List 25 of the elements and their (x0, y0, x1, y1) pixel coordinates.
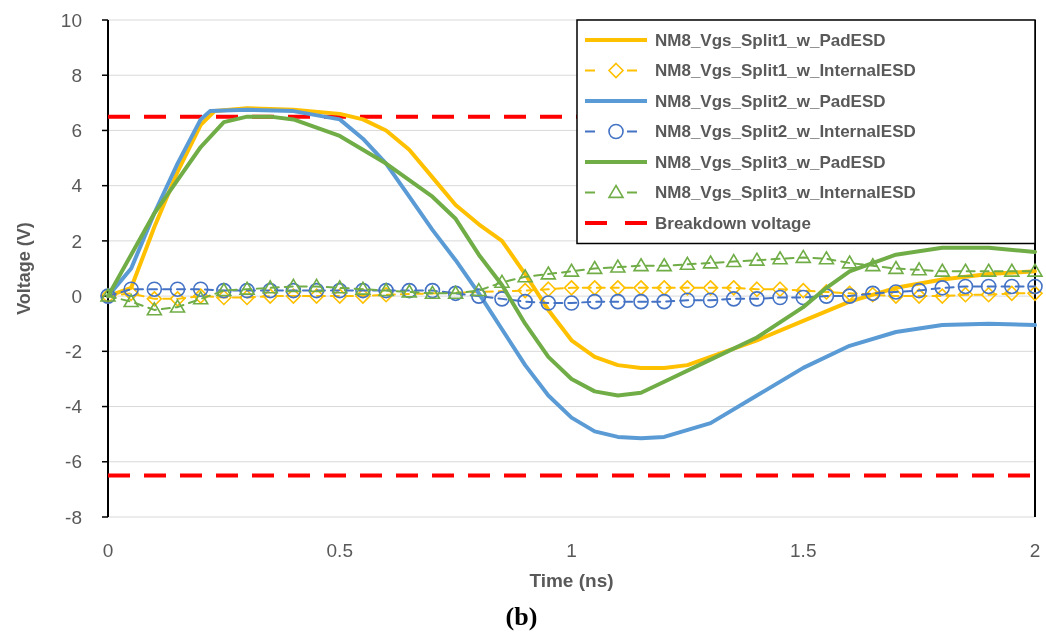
legend-label: NM8_Vgs_Split3_w_PadESD (655, 152, 886, 172)
y-tick-label: -4 (65, 396, 83, 418)
y-axis-title: Voltage (V) (14, 222, 34, 315)
x-tick-label: 1 (566, 540, 577, 561)
legend-label: NM8_Vgs_Split2_w_InternalESD (655, 122, 916, 142)
legend-label: NM8_Vgs_Split3_w_InternalESD (655, 183, 916, 203)
legend-label: NM8_Vgs_Split2_w_PadESD (655, 91, 886, 111)
y-tick-label: -6 (65, 451, 82, 473)
legend-label: NM8_Vgs_Split1_w_InternalESD (655, 61, 916, 81)
text: (b) (505, 602, 538, 631)
x-tick-label: 1.5 (790, 540, 817, 561)
y-tick-label: 4 (71, 175, 83, 197)
legend-label: NM8_Vgs_Split1_w_PadESD (655, 30, 886, 50)
x-tick-label: 0.5 (326, 540, 353, 561)
y-tick-label: 8 (71, 64, 82, 86)
x-tick-label: 2 (1029, 540, 1041, 561)
legend-label: Breakdown voltage (655, 213, 811, 233)
y-tick-label: 2 (71, 230, 82, 252)
y-tick-label: -8 (65, 506, 82, 528)
x-tick-label: 0 (102, 540, 114, 561)
y-tick-label: -2 (65, 340, 82, 362)
y-tick-label: 6 (71, 120, 82, 142)
y-tick-label: 10 (60, 9, 82, 31)
x-axis-title: Time (ns) (529, 570, 614, 591)
y-tick-label: 0 (71, 285, 82, 307)
